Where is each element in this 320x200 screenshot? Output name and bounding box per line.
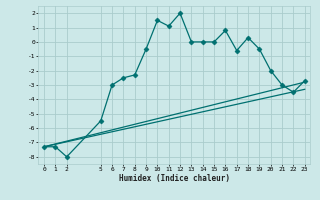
X-axis label: Humidex (Indice chaleur): Humidex (Indice chaleur): [119, 174, 230, 183]
